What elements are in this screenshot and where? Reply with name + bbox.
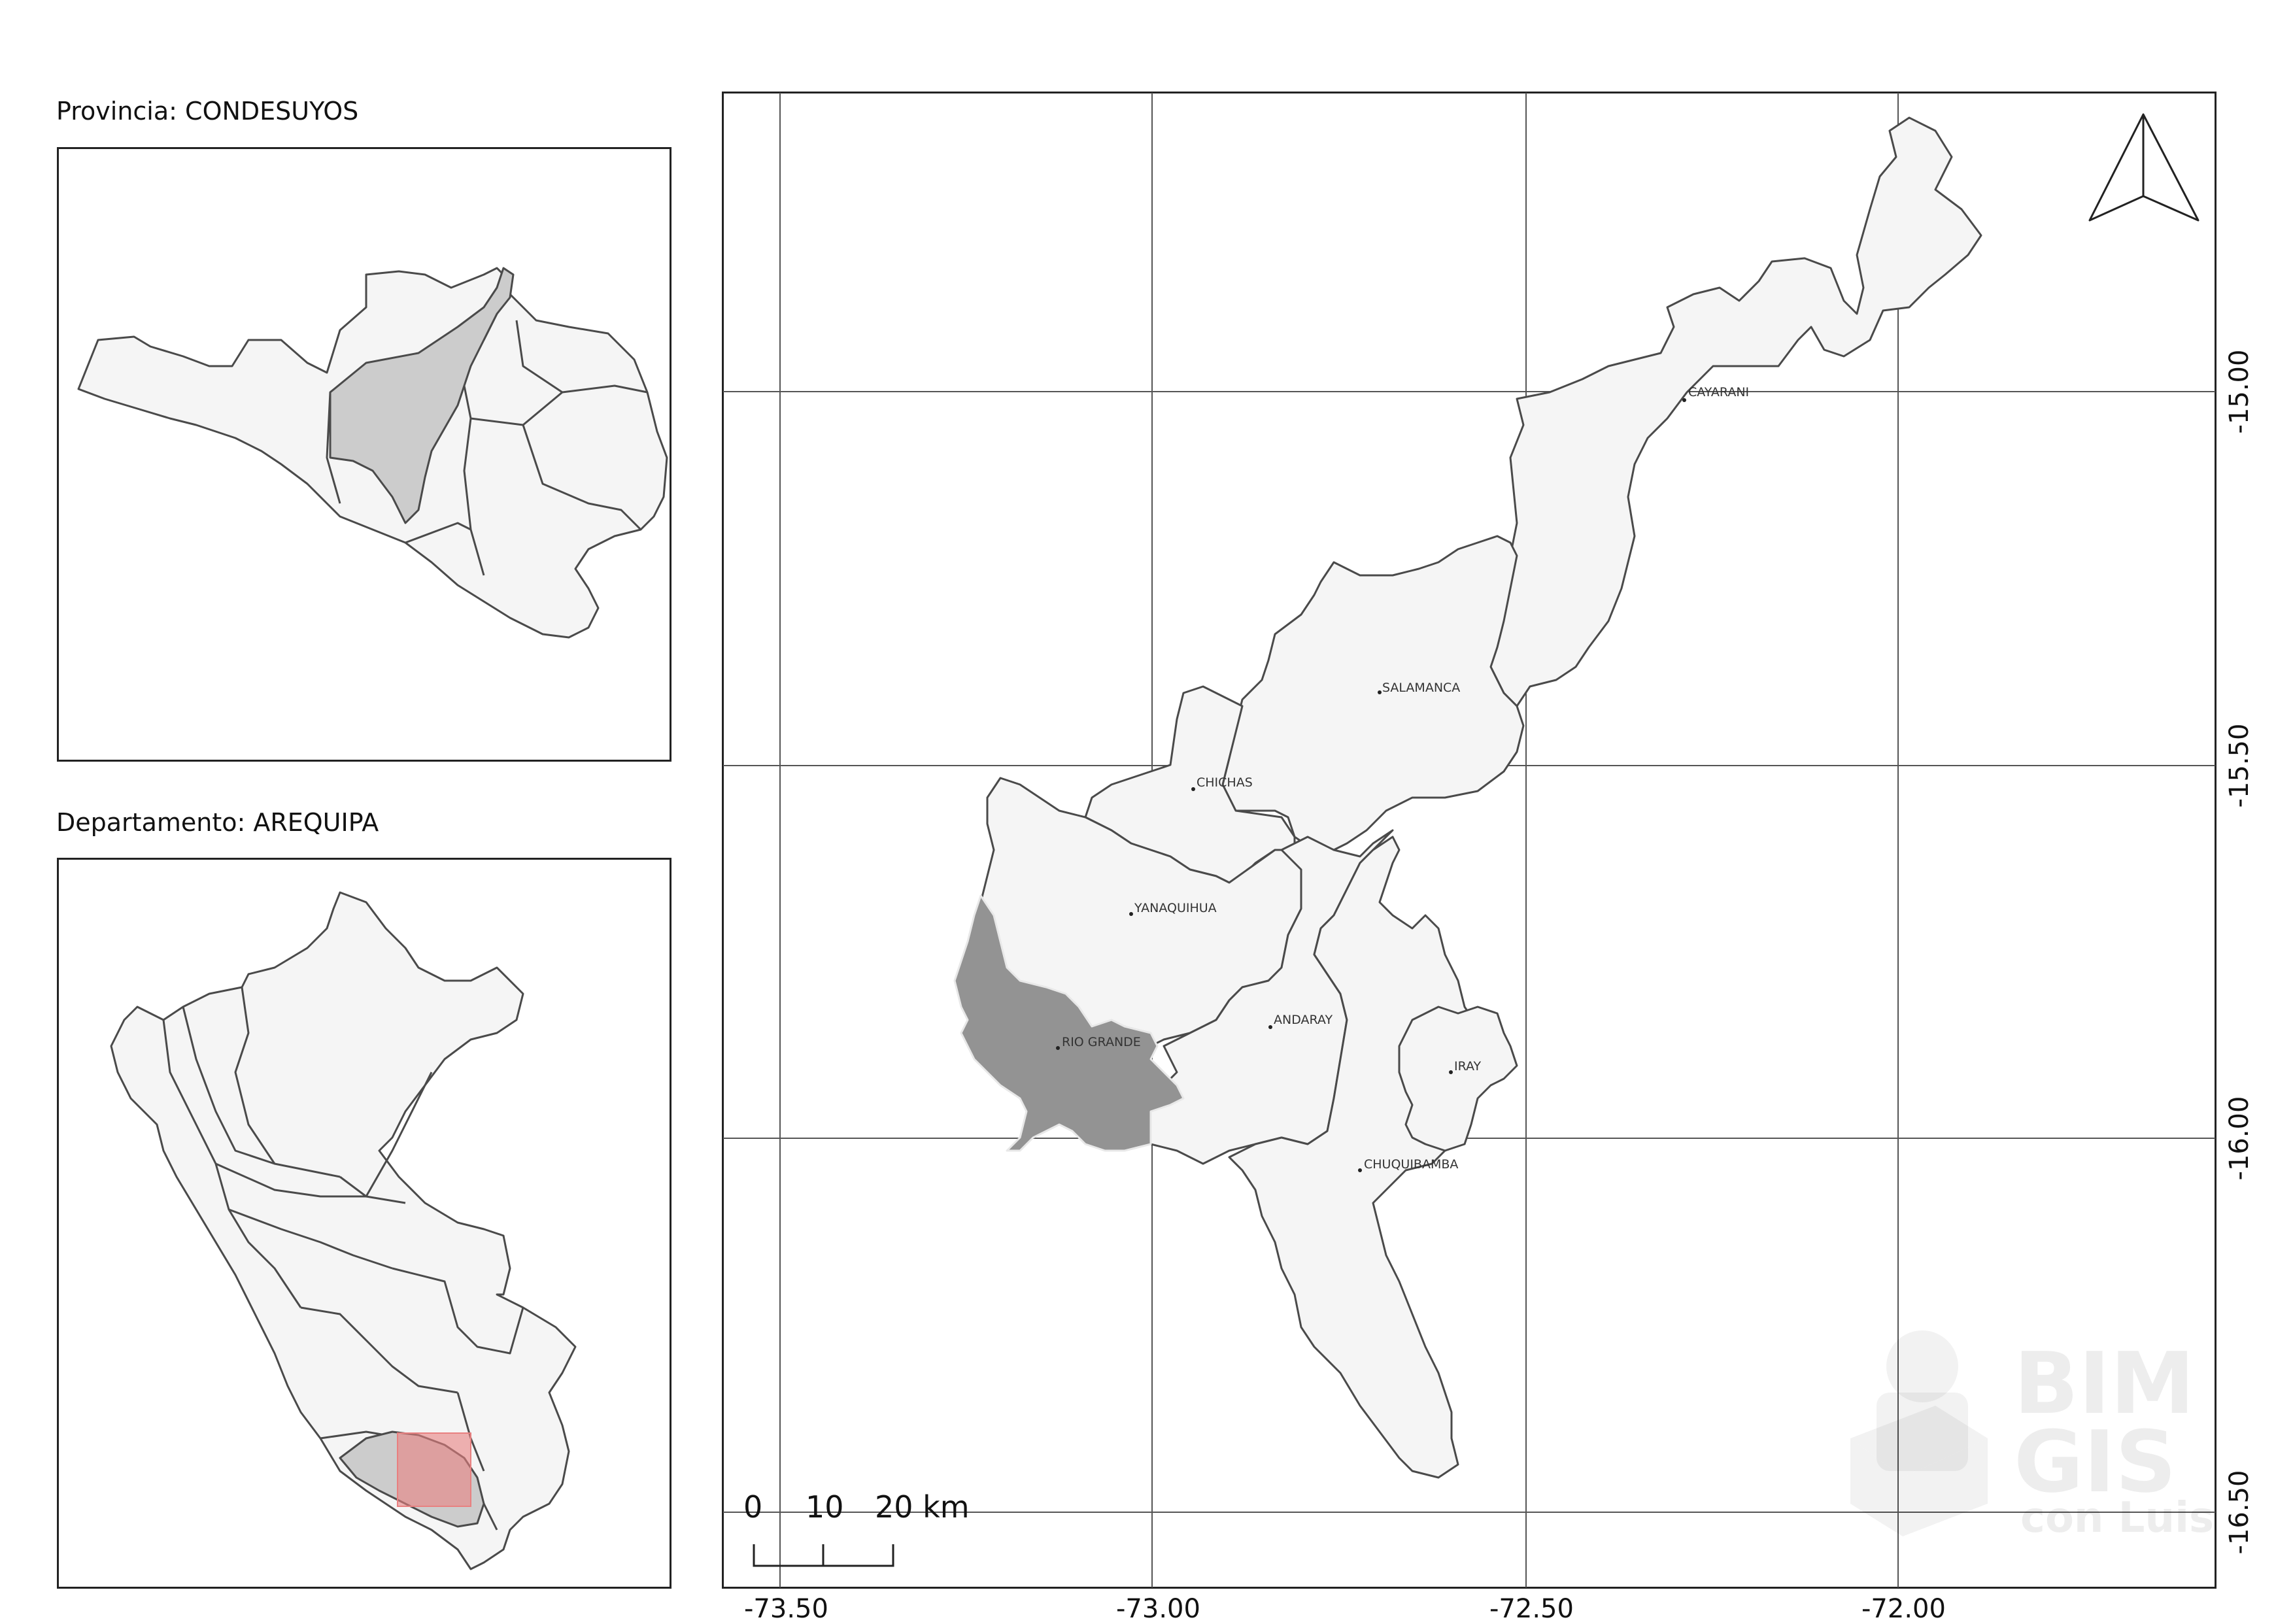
town-label-yanaquihua: YANAQUIHUA — [1134, 901, 1217, 915]
x-tick-label: -73.50 — [744, 1594, 828, 1624]
watermark-line-2: GIS — [2014, 1412, 2177, 1512]
scale-label-20km: 20 km — [875, 1489, 970, 1525]
town-label-rio-grande: RIO GRANDE — [1062, 1035, 1141, 1049]
watermark-line-1: BIM — [2014, 1334, 2195, 1433]
town-point-chichas — [1191, 787, 1195, 791]
town-point-cayarani — [1682, 398, 1686, 402]
district-rio-grande-shape — [953, 894, 1185, 1152]
condesuyos-province-shape — [329, 267, 515, 524]
scale-bar — [753, 1544, 894, 1567]
town-point-salamanca — [1378, 690, 1382, 694]
scale-label-0: 0 — [743, 1489, 763, 1525]
town-point-yanaquihua — [1129, 912, 1133, 916]
department-inset-title: Departamento: AREQUIPA — [56, 808, 379, 837]
district-cayarani-shape — [1483, 116, 1982, 707]
town-point-rio-grande — [1056, 1046, 1060, 1050]
town-label-andaray: ANDARAY — [1274, 1013, 1333, 1027]
north-arrow-icon — [2088, 113, 2200, 222]
town-point-iray — [1449, 1070, 1453, 1074]
x-tick-label: -73.00 — [1116, 1594, 1200, 1624]
x-tick-label: -72.00 — [1861, 1594, 1946, 1624]
province-inset-title: Provincia: CONDESUYOS — [56, 97, 359, 126]
scale-label-10: 10 — [806, 1489, 844, 1525]
watermark-line-3: con Luis — [2020, 1494, 2215, 1542]
town-label-chichas: CHICHAS — [1197, 775, 1253, 790]
district-chuquibamba-shape — [1228, 836, 1486, 1479]
town-label-chuquibamba: CHUQUIBAMBA — [1364, 1157, 1458, 1172]
town-label-cayarani: CAYARANI — [1688, 385, 1749, 399]
town-label-salamanca: SALAMANCA — [1382, 681, 1460, 695]
graticule — [723, 93, 2215, 1587]
x-tick-label: -72.50 — [1489, 1594, 1574, 1624]
town-point-chuquibamba — [1358, 1168, 1362, 1172]
map-extent-box — [397, 1432, 471, 1507]
town-label-iray: IRAY — [1454, 1059, 1482, 1074]
town-point-andaray — [1268, 1025, 1272, 1029]
main-map-frame — [722, 92, 2217, 1589]
district-iray-shape — [1398, 1006, 1518, 1152]
